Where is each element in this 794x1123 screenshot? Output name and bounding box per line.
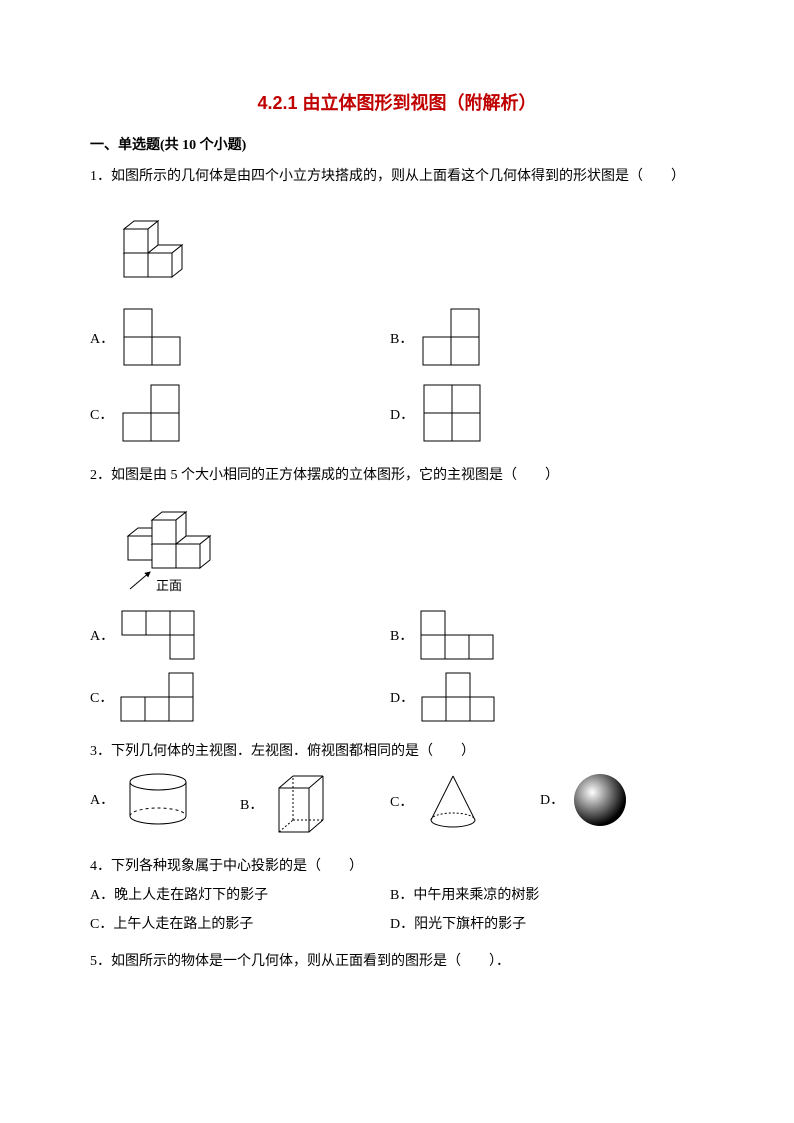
q1-figure xyxy=(110,195,704,295)
q4-text: 4．下列各种现象属于中心投影的是（ ） xyxy=(90,856,704,877)
q2-text: 2．如图是由 5 个大小相同的正方体摆成的立体图形，它的主视图是（ ） xyxy=(90,465,704,486)
q3-row: A． B． C． D． xyxy=(90,770,704,840)
q2-row-cd: C． D． xyxy=(90,671,704,725)
opt-label: A． xyxy=(90,626,114,647)
q2-caption: 正面 xyxy=(156,578,182,593)
q1-opt-d: D． xyxy=(390,381,488,449)
q2-row-ab: A． B． xyxy=(90,609,704,663)
q3-opt-c: C． xyxy=(390,770,540,834)
opt-label: B． xyxy=(390,626,413,647)
opt-label: D． xyxy=(390,405,414,426)
question-5: 5．如图所示的物体是一个几何体，则从正面看到的图形是（ ）． xyxy=(90,951,704,972)
page-title: 4.2.1 由立体图形到视图（附解析） xyxy=(90,90,704,117)
q4-opt-d: D．阳光下旗杆的影子 xyxy=(390,914,526,935)
q4-opt-b: B．中午用来乘凉的树影 xyxy=(390,885,539,906)
opt-label: B． xyxy=(390,329,413,350)
q1-row-cd: C． D． xyxy=(90,381,704,449)
opt-label: A． xyxy=(90,329,114,350)
q1-opt-b: B． xyxy=(390,305,487,373)
opt-text: A．晚上人走在路灯下的影子 xyxy=(90,885,268,906)
opt-label: C． xyxy=(90,405,113,426)
opt-text: B．中午用来乘凉的树影 xyxy=(390,885,539,906)
q4-row-cd: C．上午人走在路上的影子 D．阳光下旗杆的影子 xyxy=(90,914,704,935)
q2-figure: 正面 xyxy=(110,494,704,599)
question-4: 4．下列各种现象属于中心投影的是（ ） A．晚上人走在路灯下的影子 B．中午用来… xyxy=(90,856,704,935)
opt-label: C． xyxy=(90,688,113,709)
section-header: 一、单选题(共 10 个小题) xyxy=(90,135,704,156)
question-1: 1．如图所示的几何体是由四个小立方块搭成的，则从上面看这个几何体得到的形状图是（… xyxy=(90,166,704,449)
opt-label: D． xyxy=(390,688,414,709)
q4-opt-c: C．上午人走在路上的影子 xyxy=(90,914,390,935)
q3-opt-b: B． xyxy=(240,770,390,840)
opt-text: D．阳光下旗杆的影子 xyxy=(390,914,526,935)
q3-opt-d: D． xyxy=(540,770,690,830)
opt-label: C． xyxy=(390,792,413,813)
question-3: 3．下列几何体的主视图．左视图．俯视图都相同的是（ ） A． B． C． D． xyxy=(90,741,704,840)
q2-opt-c: C． xyxy=(90,671,390,725)
question-2: 2．如图是由 5 个大小相同的正方体摆成的立体图形，它的主视图是（ ） 正面 xyxy=(90,465,704,725)
q3-text: 3．下列几何体的主视图．左视图．俯视图都相同的是（ ） xyxy=(90,741,704,762)
q2-opt-a: A． xyxy=(90,609,390,663)
q1-opt-a: A． xyxy=(90,305,390,373)
opt-text: C．上午人走在路上的影子 xyxy=(90,914,253,935)
q5-text: 5．如图所示的物体是一个几何体，则从正面看到的图形是（ ）． xyxy=(90,951,704,972)
opt-label: B． xyxy=(240,795,263,816)
q4-opt-a: A．晚上人走在路灯下的影子 xyxy=(90,885,390,906)
q1-text: 1．如图所示的几何体是由四个小立方块搭成的，则从上面看这个几何体得到的形状图是（… xyxy=(90,166,704,187)
q4-row-ab: A．晚上人走在路灯下的影子 B．中午用来乘凉的树影 xyxy=(90,885,704,906)
q3-opt-a: A． xyxy=(90,770,240,830)
q1-row-ab: A． B． xyxy=(90,305,704,373)
opt-label: A． xyxy=(90,790,114,811)
opt-label: D． xyxy=(540,790,564,811)
q1-opt-c: C． xyxy=(90,381,390,449)
q2-opt-b: B． xyxy=(390,609,499,663)
q2-opt-d: D． xyxy=(390,671,500,725)
